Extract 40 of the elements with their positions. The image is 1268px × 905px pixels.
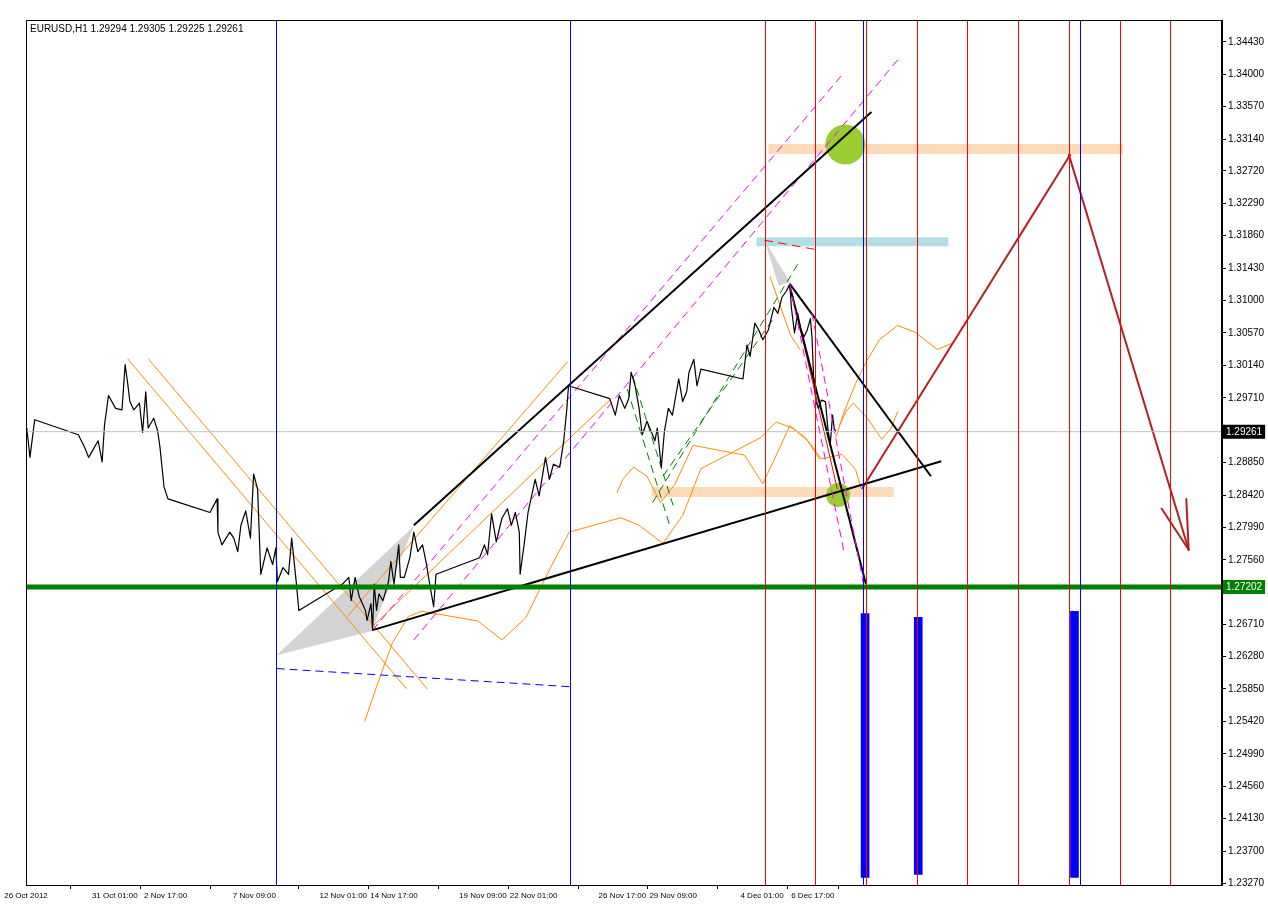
y-tick-label: 1.31430 [1228,261,1265,273]
ref-line-label: 1.29261 [1226,425,1263,437]
x-tick-label: 26 Nov 17:00 [598,891,647,900]
y-tick-label: 1.33140 [1228,132,1265,144]
y-tick-label: 1.29710 [1228,391,1265,403]
y-tick-label: 1.25850 [1228,682,1265,694]
y-tick-label: 1.32290 [1228,197,1265,209]
y-tick-label: 1.27990 [1228,521,1265,533]
x-tick-label: 4 Dec 01:00 [740,891,785,900]
x-tick-label: 14 Nov 17:00 [370,891,419,900]
y-tick-label: 1.24130 [1228,812,1265,824]
y-tick-label: 1.32720 [1228,164,1265,176]
x-tick-label: 19 Nov 09:00 [459,891,508,900]
chart-title: EURUSD,H1 1.29294 1.29305 1.29225 1.29261 [30,22,244,34]
y-tick-label: 1.28850 [1228,456,1265,468]
y-tick-label: 1.30570 [1228,326,1265,338]
y-tick-label: 1.25420 [1228,715,1265,727]
y-tick-label: 1.33570 [1228,100,1265,112]
x-tick-label: 22 Nov 01:00 [509,891,558,900]
x-tick-label: 7 Nov 09:00 [232,891,277,900]
y-tick-label: 1.23700 [1228,844,1265,856]
y-tick-label: 1.26710 [1228,617,1265,629]
y-tick-label: 1.23270 [1228,877,1265,889]
x-tick-label: 6 Dec 17:00 [791,891,835,900]
y-tick-label: 1.24990 [1228,747,1265,759]
x-tick-label: 2 Nov 17:00 [144,891,188,900]
y-tick-label: 1.34430 [1228,35,1265,47]
y-tick-label: 1.34000 [1228,68,1265,80]
y-tick-label: 1.26280 [1228,650,1265,662]
y-tick-label: 1.31860 [1228,229,1265,241]
x-tick-label: 31 Oct 01:00 [91,891,139,900]
y-tick-label: 1.28420 [1228,488,1265,500]
y-tick-label: 1.31000 [1228,294,1265,306]
x-tick-label: 29 Nov 09:00 [649,891,698,900]
ref-line-label: 1.27202 [1226,581,1263,593]
x-tick-label: 12 Nov 01:00 [319,891,368,900]
y-tick-label: 1.30140 [1228,359,1265,371]
y-tick-label: 1.24560 [1228,779,1265,791]
x-tick-label: 26 Oct 2012 [4,891,49,900]
y-tick-label: 1.27560 [1228,553,1265,565]
